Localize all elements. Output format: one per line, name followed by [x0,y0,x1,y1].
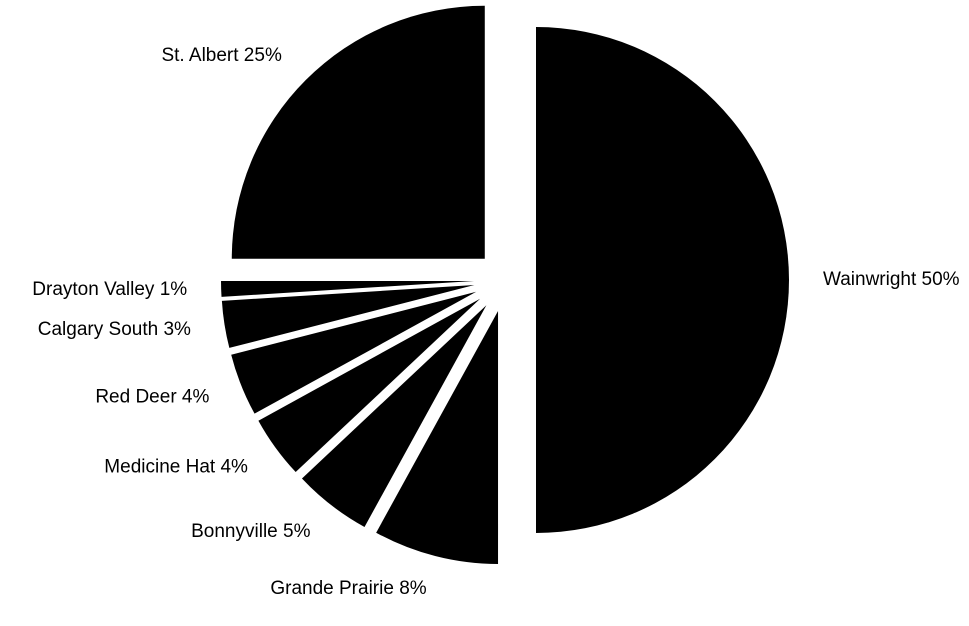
slice-label-wainwright: Wainwright 50% [823,269,960,290]
slice-label-calgary-south: Calgary South 3% [38,319,191,340]
pie-slice-drayton-valley [221,281,475,297]
slice-label-medicine-hat: Medicine Hat 4% [104,457,248,478]
pie-slice-medicine-hat [258,298,481,472]
slice-label-drayton-valley: Drayton Valley 1% [32,279,187,300]
pie-slice-wainwright [536,27,789,533]
slice-label-grande-prairie: Grande Prairie 8% [270,578,426,599]
pie-slice-red-deer [231,291,477,414]
pie-slice-bonnyville [301,305,487,527]
pie-slices [221,5,789,564]
slice-label-bonnyville: Bonnyville 5% [191,521,310,542]
pie-slice-grande-prairie [376,310,499,564]
slice-label-st-albert: St. Albert 25% [161,45,282,66]
slice-label-red-deer: Red Deer 4% [95,386,209,407]
pie-labels: Wainwright 50% Grande Prairie 8% Bonnyvill… [32,45,959,599]
pie-slice-calgary-south [221,285,475,348]
pie-slice-st-albert [231,5,485,259]
